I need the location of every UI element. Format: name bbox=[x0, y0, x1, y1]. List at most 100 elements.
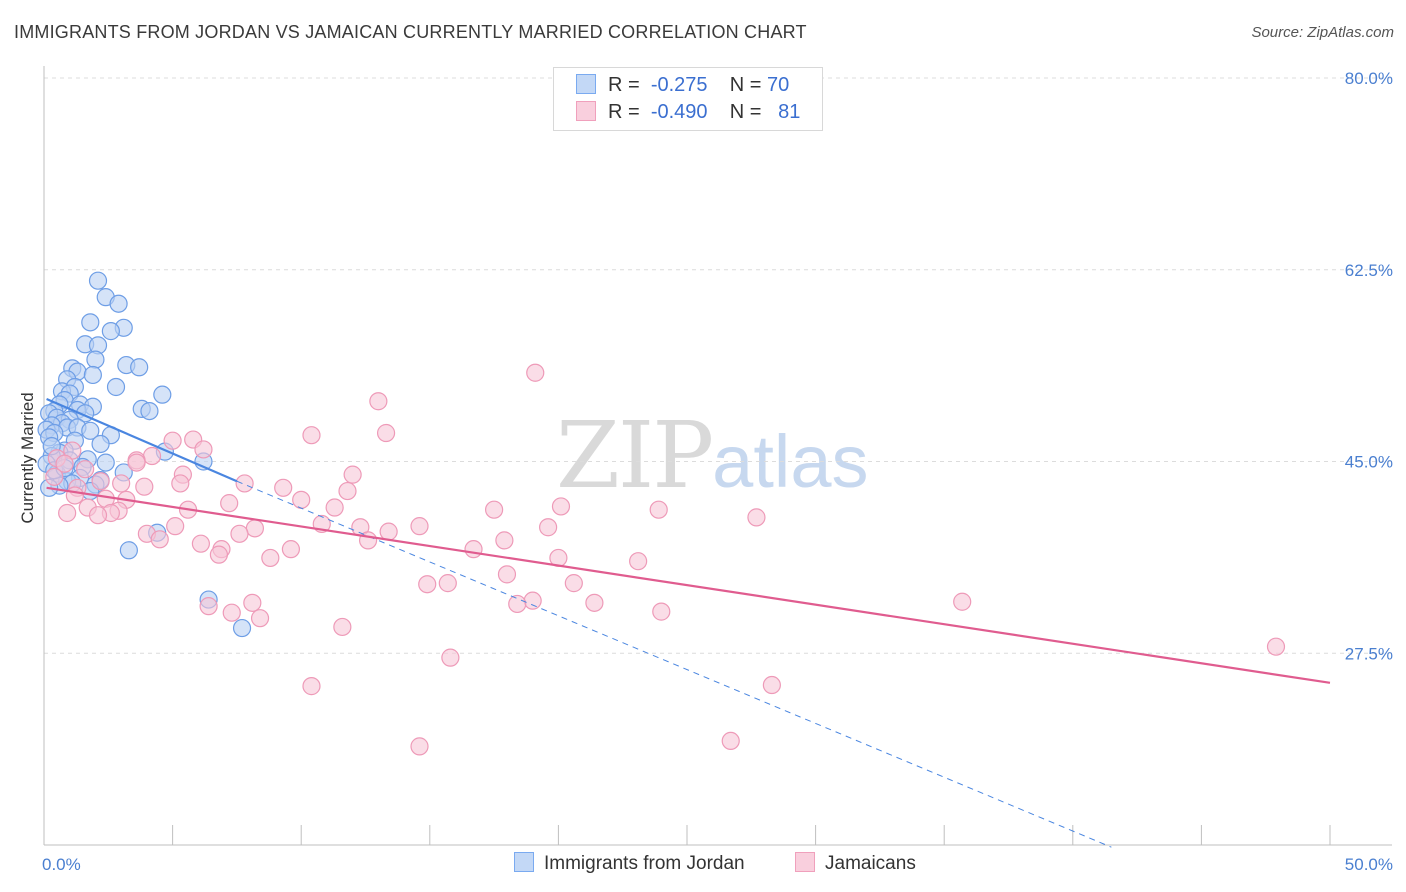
jamaican-point bbox=[495, 531, 514, 550]
jamaican-point bbox=[508, 594, 527, 614]
x-tick-label: 50.0% bbox=[1345, 855, 1393, 874]
jamaican-point bbox=[551, 497, 571, 516]
jordan-trend-extension bbox=[236, 480, 1112, 848]
jamaican-point bbox=[45, 467, 64, 486]
jamaican-point bbox=[91, 472, 110, 491]
jamaican-point bbox=[418, 575, 437, 594]
jordan-point bbox=[83, 365, 102, 385]
jamaican-point bbox=[438, 574, 457, 593]
bottom-legend-swatch-jordan bbox=[514, 852, 534, 872]
jamaican-point bbox=[220, 494, 239, 513]
bottom-legend-jamaicans: Jamaicans bbox=[795, 852, 916, 875]
jamaican-point bbox=[163, 431, 182, 450]
legend-swatch-jordan bbox=[576, 74, 596, 94]
jordan-point bbox=[140, 401, 159, 421]
jordan-point bbox=[232, 618, 252, 638]
y-tick-label: 45.0% bbox=[1345, 453, 1393, 472]
jordan-point bbox=[130, 358, 149, 377]
x-tick-label: 0.0% bbox=[42, 855, 81, 874]
jamaican-point bbox=[166, 517, 185, 536]
chart-title: IMMIGRANTS FROM JORDAN VS JAMAICAN CURRE… bbox=[14, 22, 807, 42]
jamaican-point bbox=[127, 453, 146, 472]
jamaican-point bbox=[652, 602, 671, 621]
y-tick-label: 62.5% bbox=[1345, 261, 1393, 280]
legend-swatch-jamaicans bbox=[576, 101, 596, 121]
jordan-point bbox=[96, 453, 115, 472]
trend-lines bbox=[46, 398, 1331, 848]
jamaican-point bbox=[281, 540, 301, 559]
jamaican-point bbox=[343, 465, 362, 484]
axes bbox=[43, 66, 1392, 846]
jamaican-point bbox=[302, 677, 321, 696]
jamaican-point bbox=[629, 552, 648, 571]
jordan-point bbox=[101, 322, 120, 341]
legend-row-jamaicans: R = -0.490 N = 81 bbox=[576, 101, 800, 127]
jamaican-point bbox=[523, 591, 542, 610]
watermark-zip: ZIP bbox=[556, 402, 714, 509]
bottom-legend-jordan: Immigrants from Jordan bbox=[514, 852, 745, 875]
jamaican-point bbox=[338, 481, 357, 501]
jamaican-point bbox=[194, 440, 213, 459]
jamaican-point bbox=[150, 530, 169, 549]
jamaican-point bbox=[88, 506, 108, 525]
jamaican-point bbox=[410, 737, 429, 756]
legend-n-label: N = bbox=[729, 74, 762, 96]
jamaican-point bbox=[497, 565, 517, 584]
legend-n-label: N = bbox=[729, 101, 762, 123]
jamaican-point bbox=[564, 574, 583, 593]
jamaican-point bbox=[76, 460, 95, 479]
jamaican-point bbox=[410, 517, 429, 536]
jamaican-point bbox=[222, 603, 241, 622]
jamaican-point bbox=[55, 454, 74, 473]
jamaican-point bbox=[333, 617, 352, 637]
jamaican-point bbox=[58, 503, 77, 523]
jordan-point bbox=[81, 421, 100, 440]
y-tick-label: 80.0% bbox=[1345, 69, 1393, 88]
legend-r-label: R = bbox=[608, 101, 640, 123]
legend-r-value: -0.490 bbox=[650, 101, 708, 123]
jamaican-point bbox=[649, 500, 668, 519]
jamaican-point bbox=[747, 508, 766, 527]
y-tick-label: 27.5% bbox=[1345, 644, 1393, 663]
jamaican-point bbox=[539, 518, 558, 537]
legend-row-jordan: R = -0.275 N = 70 bbox=[576, 74, 789, 100]
jamaican-point bbox=[953, 592, 972, 611]
legend-r-label: R = bbox=[608, 74, 640, 96]
jamaican-trend-line bbox=[46, 486, 1331, 684]
jamaican-point bbox=[585, 593, 604, 612]
jordan-point bbox=[106, 377, 126, 397]
jamaican-point bbox=[274, 478, 293, 497]
jamaican-point bbox=[112, 474, 131, 493]
jamaican-point bbox=[325, 498, 344, 517]
bottom-legend-swatch-jamaicans bbox=[795, 852, 815, 872]
jamaican-point bbox=[209, 545, 228, 564]
jamaican-point bbox=[261, 548, 280, 568]
jamaican-point bbox=[243, 593, 262, 612]
jordan-point bbox=[153, 385, 172, 404]
jamaican-point bbox=[171, 474, 190, 493]
tick-labels: 27.5% 45.0% 62.5% 80.0% 0.0% 50.0% bbox=[42, 69, 1393, 874]
grid-lines bbox=[44, 77, 1392, 654]
jamaican-point bbox=[245, 519, 265, 538]
jamaican-point bbox=[526, 363, 545, 382]
legend-n-value: 81 bbox=[778, 101, 801, 123]
source-label: Source: ZipAtlas.com bbox=[1251, 24, 1394, 41]
watermark: ZIPatlas bbox=[556, 402, 868, 509]
jamaican-point bbox=[230, 524, 249, 543]
jamaican-point bbox=[485, 500, 504, 519]
jordan-point bbox=[86, 350, 105, 369]
jamaican-point bbox=[302, 426, 321, 445]
jamaican-point bbox=[441, 648, 460, 667]
jamaican-point bbox=[250, 609, 270, 628]
jamaican-point bbox=[464, 540, 483, 559]
jordan-point bbox=[81, 313, 100, 332]
correlation-legend: R = -0.275 N = 70 R = -0.490 N = 81 bbox=[553, 67, 823, 131]
jordan-trend-line bbox=[46, 398, 238, 483]
legend-r-value: -0.275 bbox=[650, 74, 708, 96]
jordan-point bbox=[119, 541, 138, 560]
jordan-point bbox=[91, 434, 110, 454]
jamaican-point bbox=[135, 477, 154, 496]
jamaican-point bbox=[292, 490, 311, 509]
jamaican-point bbox=[721, 731, 740, 751]
